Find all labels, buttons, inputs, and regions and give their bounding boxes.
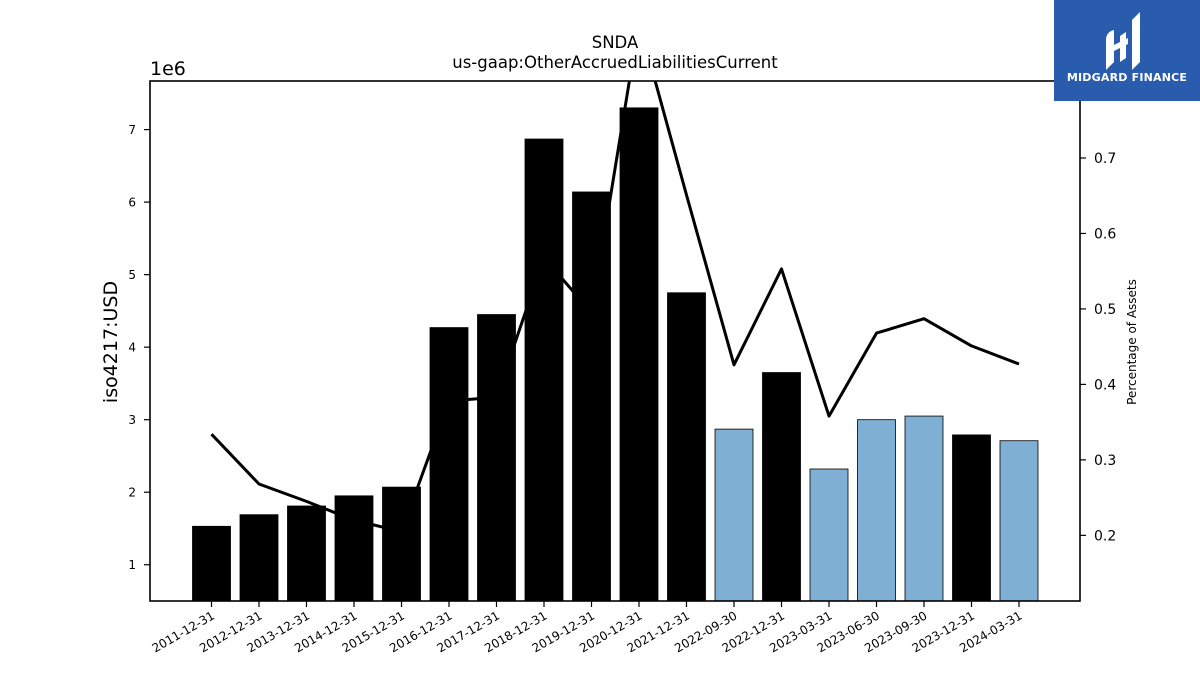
y2-tick-label: 0.2	[1094, 528, 1116, 544]
bar-2018-12-31	[524, 138, 564, 601]
y2-axis-ticks: 0.2 0.3 0.4 0.5 0.6 0.7	[1080, 151, 1116, 544]
y-tick-label: 1	[128, 558, 136, 572]
bar-2024-03-31	[999, 440, 1039, 601]
y2-tick-label: 0.4	[1094, 377, 1116, 393]
midgard-logo-icon	[1106, 12, 1140, 70]
bar-2023-12-31	[952, 434, 991, 601]
bar-2022-09-30	[714, 428, 754, 601]
y-axis-ticks: 1 2 3 4 5 6 7	[128, 123, 150, 572]
y-offset-label: 1e6	[150, 58, 186, 80]
y-tick-label: 2	[128, 486, 136, 500]
y-tick-label: 6	[128, 196, 136, 210]
bar-2023-09-30	[904, 415, 944, 601]
bar-2011-12-31	[192, 525, 231, 601]
y2-tick-label: 0.6	[1094, 226, 1116, 242]
x-axis-ticks: 2011-12-312012-12-312013-12-312014-12-31…	[150, 601, 1025, 655]
bar-2015-12-31	[382, 486, 421, 601]
y-tick-label: 3	[128, 413, 136, 427]
bar-2021-12-31	[667, 292, 706, 601]
bar-2014-12-31	[334, 495, 374, 601]
bar-2023-06-30	[857, 419, 896, 601]
plot-frame	[149, 80, 1081, 602]
bar-2019-12-31	[572, 191, 611, 601]
y2-axis-label: Percentage of Assets	[1125, 279, 1139, 405]
y2-tick-label: 0.7	[1094, 151, 1116, 167]
bar-2020-12-31	[619, 107, 659, 601]
chart-subtitle: us-gaap:OtherAccruedLiabilitiesCurrent	[452, 53, 778, 72]
midgard-finance-logo: MIDGARD FINANCE	[1054, 0, 1200, 101]
bars-group	[192, 107, 1039, 601]
line-percentage-of-assets	[210, 81, 1020, 534]
line-group	[210, 81, 1020, 534]
bar-2023-03-31	[809, 468, 849, 601]
logo-text: MIDGARD FINANCE	[1066, 71, 1188, 84]
y2-tick-label: 0.3	[1094, 453, 1116, 469]
bar-2012-12-31	[239, 514, 279, 601]
bar-2016-12-31	[429, 327, 469, 601]
bar-2013-12-31	[287, 505, 326, 601]
bar-2022-12-31	[762, 372, 801, 601]
chart-title: SNDA	[592, 33, 639, 52]
y2-tick-label: 0.5	[1094, 302, 1116, 318]
y-axis-label: iso4217:USD	[100, 281, 122, 403]
y-tick-label: 7	[128, 123, 136, 137]
y-tick-label: 4	[128, 341, 136, 355]
y-tick-label: 5	[128, 268, 136, 282]
